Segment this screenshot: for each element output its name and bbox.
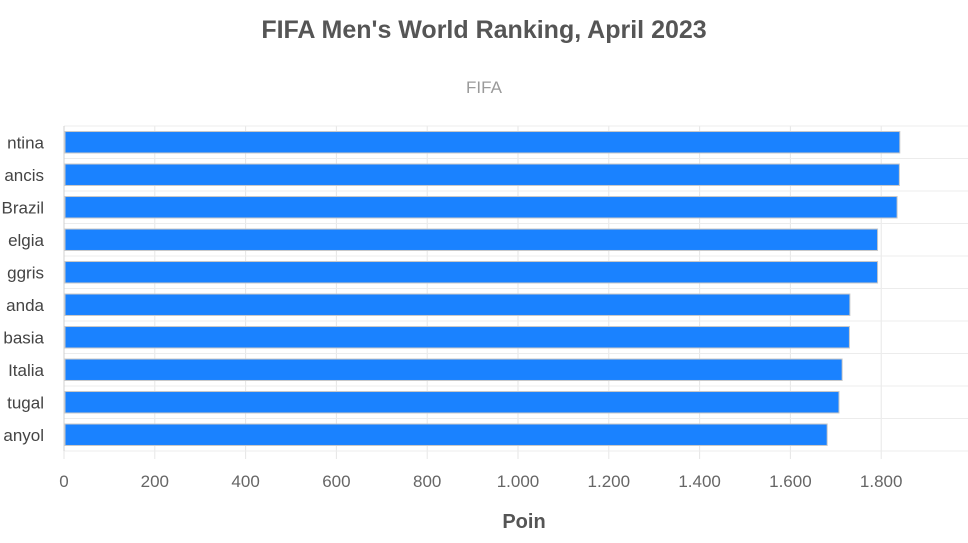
bar[interactable]: [64, 358, 843, 381]
bar[interactable]: [64, 196, 898, 219]
bar[interactable]: [64, 228, 879, 251]
x-tick-label: 600: [322, 472, 350, 491]
x-tick-label: 0: [59, 472, 68, 491]
x-axis-title: Poin: [502, 511, 545, 533]
bar[interactable]: [64, 261, 879, 284]
category-label: ancis: [4, 166, 44, 185]
bars: [64, 131, 901, 446]
category-label: Brazil: [1, 198, 44, 217]
bar[interactable]: [64, 423, 828, 446]
chart-title: FIFA Men's World Ranking, April 2023: [261, 16, 707, 44]
category-labels: ntina ancis Brazil elgia ggris anda basia Itali…: [1, 133, 44, 445]
category-label: elgia: [8, 231, 44, 250]
x-tick-label: 400: [231, 472, 259, 491]
x-tick-label: 200: [141, 472, 169, 491]
bar[interactable]: [64, 293, 851, 316]
x-tick-label: 1.400: [678, 472, 721, 491]
category-label: anda: [6, 296, 44, 315]
category-label: ggris: [7, 263, 44, 282]
category-label: ntina: [7, 133, 44, 152]
category-label: basia: [3, 328, 44, 347]
bar[interactable]: [64, 131, 901, 154]
bar[interactable]: [64, 391, 840, 414]
category-label: Italia: [8, 361, 44, 380]
x-tick-label: 1.000: [497, 472, 540, 491]
x-tick-label: 1.600: [769, 472, 812, 491]
x-tick-label: 800: [413, 472, 441, 491]
category-label: tugal: [7, 393, 44, 412]
bar[interactable]: [64, 163, 900, 186]
x-tick-label: 1.200: [588, 472, 631, 491]
category-label: anyol: [3, 426, 44, 445]
x-tick-label: 1.800: [860, 472, 903, 491]
bar[interactable]: [64, 326, 850, 349]
chart-subtitle: FIFA: [466, 78, 502, 97]
